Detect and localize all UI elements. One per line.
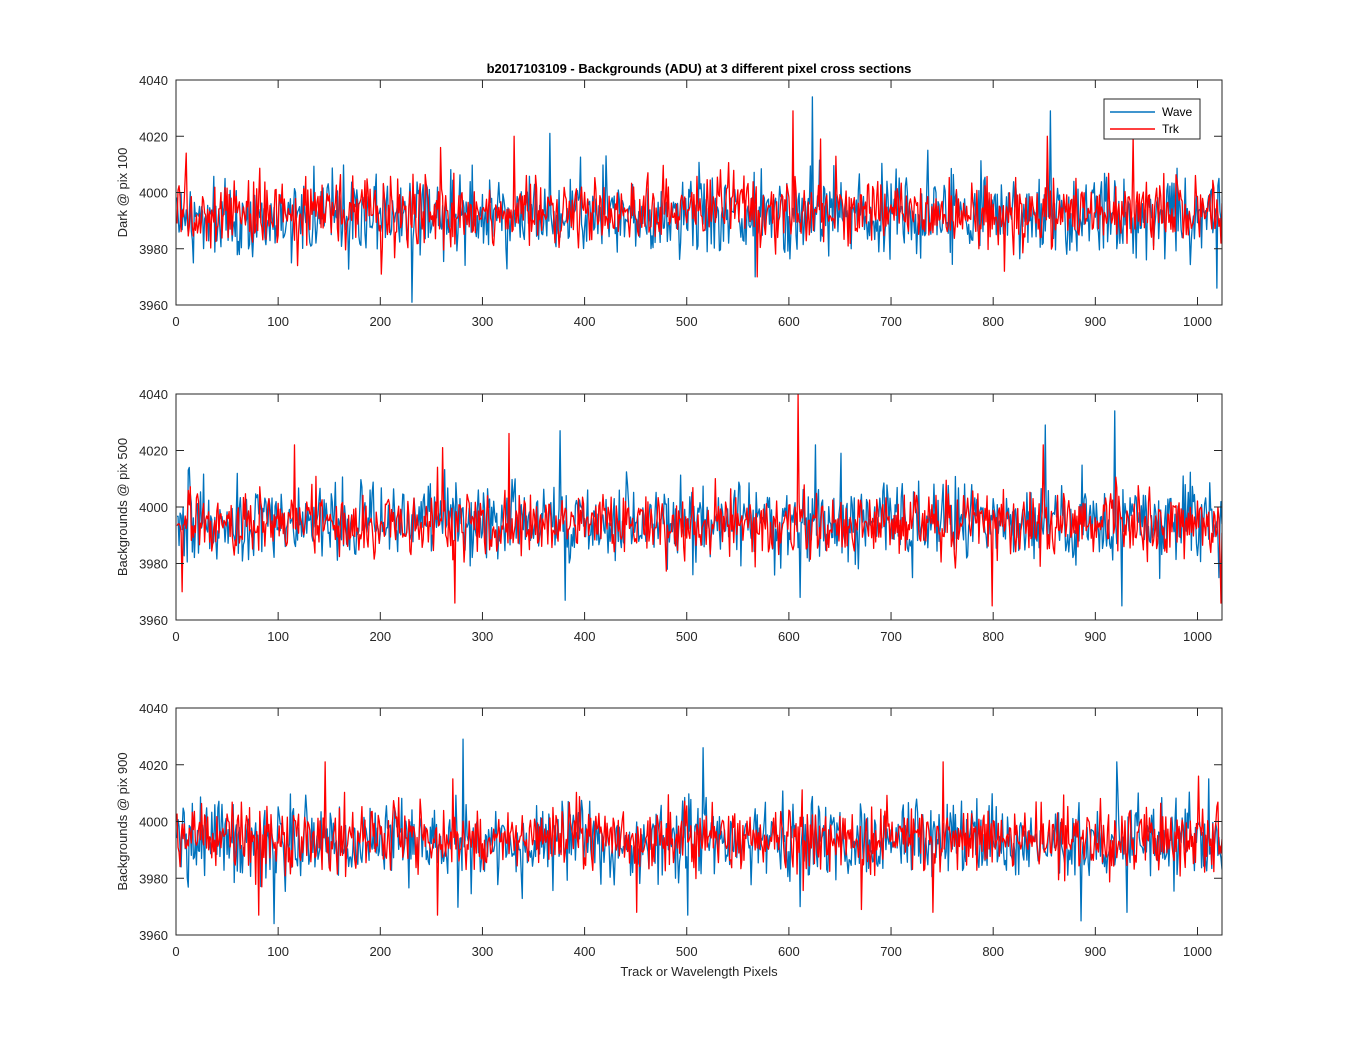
y-axis-label: Dark @ pix 100	[115, 148, 130, 238]
x-tick-label: 300	[472, 314, 494, 329]
x-tick-label: 700	[880, 629, 902, 644]
x-tick-label: 1000	[1183, 629, 1212, 644]
series-line-trk	[176, 110, 1222, 278]
x-tick-label: 300	[472, 944, 494, 959]
x-tick-label: 900	[1084, 944, 1106, 959]
y-tick-label: 3960	[139, 613, 168, 628]
legend-box	[1103, 98, 1201, 140]
x-tick-label: 200	[369, 629, 391, 644]
x-tick-label: 0	[172, 314, 179, 329]
y-tick-label: 4040	[139, 73, 168, 88]
y-tick-label: 4040	[139, 387, 168, 402]
x-axis-label: Track or Wavelength Pixels	[620, 964, 778, 979]
y-tick-label: 4020	[139, 444, 168, 459]
series-line-trk	[176, 761, 1222, 916]
series-line-trk	[176, 394, 1222, 607]
chart-title: b2017103109 - Backgrounds (ADU) at 3 dif…	[487, 61, 912, 76]
y-tick-label: 3980	[139, 242, 168, 257]
y-tick-label: 4000	[139, 815, 168, 830]
x-tick-label: 500	[676, 944, 698, 959]
x-tick-label: 1000	[1183, 944, 1212, 959]
x-tick-label: 100	[267, 314, 289, 329]
y-tick-label: 3980	[139, 871, 168, 886]
panel-3: 0 100 200 300 400 500 600 700 800 900 1000 3960 3980…	[115, 701, 1223, 959]
y-tick-label: 4020	[139, 758, 168, 773]
x-tick-label: 1000	[1183, 314, 1212, 329]
x-tick-label: 100	[267, 629, 289, 644]
y-tick-label: 4040	[139, 701, 168, 716]
y-tick-label: 3960	[139, 928, 168, 943]
x-tick-label: 800	[982, 314, 1004, 329]
x-tick-label: 400	[574, 629, 596, 644]
x-tick-label: 900	[1084, 314, 1106, 329]
x-tick-label: 600	[778, 314, 800, 329]
plot-area	[176, 708, 1222, 935]
x-tick-label: 900	[1084, 629, 1106, 644]
y-tick-label: 4000	[139, 186, 168, 201]
x-tick-label: 300	[472, 629, 494, 644]
x-tick-label: 700	[880, 314, 902, 329]
x-tick-label: 600	[778, 629, 800, 644]
y-tick-label: 4000	[139, 500, 168, 515]
x-tick-label: 400	[574, 314, 596, 329]
x-tick-label: 800	[982, 629, 1004, 644]
panels: 0 100 200 300 400 500 600 700 800 900 100039603980…	[115, 73, 1223, 959]
x-tick-label: 700	[880, 944, 902, 959]
y-tick-label: 4020	[139, 129, 168, 144]
y-axis-label: Backgrounds @ pix 500	[115, 438, 130, 576]
x-tick-label: 600	[778, 944, 800, 959]
panel-2: 0 100 200 300 400 500 600 700 800 900 1000 3960 3980…	[115, 387, 1223, 644]
legend: Wave Trk	[1103, 98, 1201, 140]
y-tick-label: 3960	[139, 298, 168, 313]
legend-label-wave: Wave	[1162, 105, 1193, 119]
x-tick-label: 0	[172, 629, 179, 644]
legend-label-trk: Trk	[1162, 122, 1180, 136]
x-tick-label: 500	[676, 629, 698, 644]
x-tick-label: 200	[369, 944, 391, 959]
panel-1: 0 100 200 300 400 500 600 700 800 900 1000 3960 3980…	[115, 73, 1223, 329]
x-tick-label: 0	[172, 944, 179, 959]
x-tick-label: 100	[267, 944, 289, 959]
x-tick-label: 800	[982, 944, 1004, 959]
x-tick-label: 400	[574, 944, 596, 959]
x-tick-label: 200	[369, 314, 391, 329]
y-axis-label: Backgrounds @ pix 900	[115, 752, 130, 890]
y-tick-label: 3980	[139, 557, 168, 572]
x-tick-label: 500	[676, 314, 698, 329]
